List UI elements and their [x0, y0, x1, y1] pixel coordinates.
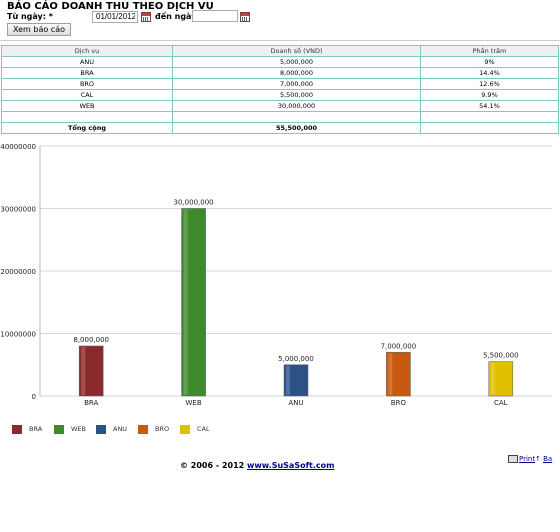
legend-label: CAL [197, 425, 210, 433]
cell-percent: 9% [420, 56, 559, 68]
y-tick-label: 0 [32, 393, 36, 401]
legend-label: WEB [71, 425, 86, 433]
table-row: BRO 7,000,000 12.6% [1, 78, 559, 90]
legend-label: ANU [113, 425, 128, 433]
printer-icon [508, 455, 518, 463]
x-tick-label: WEB [186, 399, 202, 407]
view-report-button[interactable]: Xem báo cáo [7, 23, 71, 36]
cell-service: WEB [1, 100, 173, 112]
cell-revenue: 8,000,000 [172, 67, 421, 79]
table-row: BRA 8,000,000 14.4% [1, 67, 559, 79]
cell-revenue: 30,000,000 [172, 100, 421, 112]
legend-label: BRA [29, 425, 43, 433]
total-row: Tổng cộng 55,500,000 [1, 122, 559, 134]
from-calendar-icon[interactable] [141, 12, 151, 22]
legend-label: BRO [155, 425, 170, 433]
empty-row [1, 111, 559, 123]
revenue-bar-chart: 0 10000000 20000000 30000000 40000000 8,000,0… [0, 143, 552, 407]
bar-bro [386, 351, 411, 397]
bar-anu [283, 364, 309, 397]
x-tick-label: CAL [494, 399, 508, 407]
legend-swatch [96, 425, 106, 434]
print-link[interactable]: Print [508, 455, 535, 463]
col-header-revenue: Doanh số (VND) [172, 45, 421, 57]
bar-web [181, 208, 206, 397]
to-calendar-icon[interactable] [240, 12, 250, 22]
bar-data-label: 5,500,000 [483, 352, 519, 360]
bar-data-label: 8,000,000 [73, 336, 109, 344]
table-row: ANU 5,000,000 9% [1, 56, 559, 68]
report-table: Dịch vụ Doanh số (VND) Phần trăm ANU 5,0… [1, 45, 559, 134]
table-row: WEB 30,000,000 54.1% [1, 100, 559, 112]
bar-data-label: 7,000,000 [381, 342, 417, 350]
y-tick-label: 40000000 [0, 143, 36, 151]
page-title: BÁO CÁO DOANH THU THEO DỊCH VỤ [7, 1, 214, 12]
legend-swatch [54, 425, 64, 434]
cell-service: CAL [1, 89, 173, 101]
copyright-text: © 2006 - 2012 [180, 461, 247, 470]
legend-swatch [12, 425, 22, 434]
footer: © 2006 - 2012 www.SuSaSoft.com [180, 461, 335, 470]
bar-data-label: 30,000,000 [174, 199, 214, 207]
to-date-input[interactable] [192, 10, 238, 22]
to-date-label: đến ngày: [155, 12, 200, 21]
x-tick-label: ANU [288, 399, 303, 407]
cell-percent: 54.1% [420, 100, 559, 112]
divider [0, 40, 560, 41]
from-date-label: Từ ngày: * [7, 12, 53, 21]
y-tick-label: 10000000 [0, 331, 36, 339]
cell-percent: 14.4% [420, 67, 559, 79]
x-tick-label: BRO [391, 399, 407, 407]
cell-revenue: 5,000,000 [172, 56, 421, 68]
table-row: CAL 5,500,000 9.9% [1, 89, 559, 101]
bar-data-label: 5,000,000 [278, 355, 314, 363]
cell-service: ANU [1, 56, 173, 68]
cell-percent: 9.9% [420, 89, 559, 101]
col-header-percent: Phần trăm [420, 45, 559, 57]
cell-revenue: 5,500,000 [172, 89, 421, 101]
bar-bra [78, 345, 104, 397]
x-tick-label: BRA [84, 399, 98, 407]
y-tick-label: 20000000 [0, 268, 36, 276]
y-tick-label: 30000000 [0, 206, 36, 214]
cell-service: BRA [1, 67, 173, 79]
website-link[interactable]: www.SuSaSoft.com [247, 461, 335, 470]
bar-cal [488, 361, 514, 397]
total-label: Tổng cộng [1, 122, 173, 134]
back-link[interactable]: ↑ Ba [535, 455, 553, 463]
cell-percent: 12.6% [420, 78, 559, 90]
cell-revenue: 7,000,000 [172, 78, 421, 90]
col-header-service: Dịch vụ [1, 45, 173, 57]
from-date-input[interactable] [92, 11, 138, 23]
cell-service: BRO [1, 78, 173, 90]
legend-swatch [138, 425, 148, 434]
legend-swatch [180, 425, 190, 434]
total-value: 55,500,000 [172, 122, 421, 134]
arrow-up-icon: ↑ [535, 455, 541, 463]
